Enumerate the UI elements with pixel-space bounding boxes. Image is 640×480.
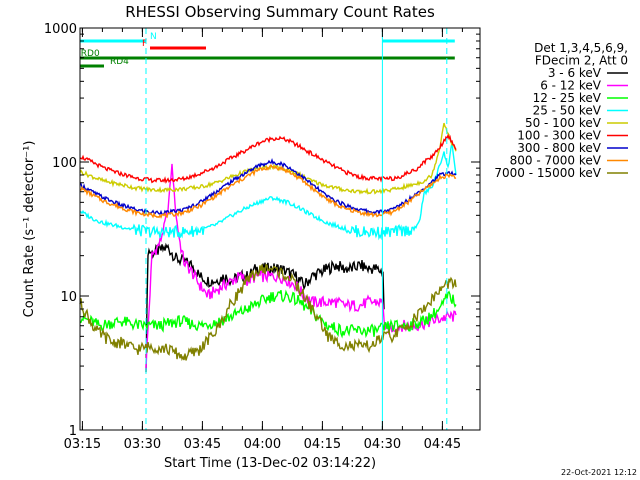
x-tick-label: 04:15 <box>304 437 341 452</box>
chart-title: RHESSI Observing Summary Count Rates <box>125 3 435 21</box>
legend-label-50-100-kev: 50 - 100 keV <box>525 116 602 130</box>
x-tick-label: 04:00 <box>244 437 281 452</box>
series-line-12-25-kev <box>79 289 457 339</box>
legend-label-300-800-kev: 300 - 800 keV <box>517 141 601 155</box>
x-tick-label: 03:45 <box>184 437 221 452</box>
legend-header-line: Det 1,3,4,5,6,9, <box>534 41 628 55</box>
status-label-n: N <box>150 32 157 42</box>
x-tick-label: 03:30 <box>124 437 161 452</box>
x-axis-label: Start Time (13-Dec-02 03:14:22) <box>164 456 376 471</box>
legend-label-6-12-kev: 6 - 12 keV <box>540 79 602 93</box>
plot-frame <box>79 27 481 431</box>
x-tick-label: 04:45 <box>424 437 461 452</box>
legend-label-12-25-kev: 12 - 25 keV <box>533 91 602 105</box>
y-tick-label: 10 <box>60 290 77 305</box>
y-tick-label: 1 <box>69 424 77 439</box>
series-line-7000-15000-kev <box>79 263 457 362</box>
series-line-6-12-kev <box>145 163 457 370</box>
legend-label-25-50-kev: 25 - 50 keV <box>533 104 602 118</box>
attenuator-markers <box>145 28 448 430</box>
status-bars: NF RD0 RD4 <box>80 32 455 68</box>
legend-label-100-300-kev: 100 - 300 keV <box>517 129 601 143</box>
legend-header-line: FDecim 2, Att 0 <box>535 54 628 68</box>
x-tick-label: 03:15 <box>64 437 101 452</box>
y-axis-label: Count Rate (s⁻¹ detector⁻¹) <box>22 141 37 318</box>
status-label-rd0: RD0 <box>81 49 100 59</box>
x-tick-label: 04:30 <box>364 437 401 452</box>
legend-label-800-7000-kev: 800 - 7000 keV <box>510 154 602 168</box>
status-label-f: F <box>142 39 147 49</box>
series-line-25-50-kev <box>80 142 457 241</box>
series-line-100-300-kev <box>79 133 457 184</box>
status-label-rd4: RD4 <box>110 57 129 67</box>
legend-label-7000-15000-kev: 7000 - 15000 keV <box>494 166 601 180</box>
legend-label-3-6-kev: 3 - 6 keV <box>548 66 602 80</box>
series-lines <box>79 122 457 373</box>
series-line-300-800-kev <box>79 158 457 217</box>
y-tick-label: 100 <box>52 156 77 171</box>
axes: 1 10 100 1000 03:15 03:30 03:45 04:00 04:15 04:30… <box>44 22 480 452</box>
series-line-800-7000-kev <box>79 164 457 219</box>
y-tick-label: 1000 <box>44 22 77 37</box>
legend: Det 1,3,4,5,6,9,FDecim 2, Att 03 - 6 keV… <box>494 41 628 180</box>
footer-timestamp: 22-Oct-2021 12:12 <box>561 468 637 477</box>
